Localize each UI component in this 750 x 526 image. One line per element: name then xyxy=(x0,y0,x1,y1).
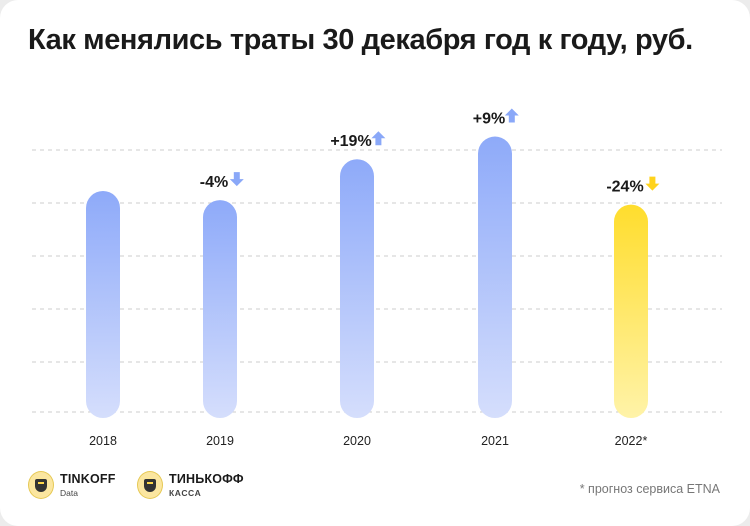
tinkoff-data-logo: TINKOFF Data xyxy=(28,471,116,499)
logo-sub: КАССА xyxy=(169,487,202,498)
bar-2019 xyxy=(203,200,237,418)
chart-title: Как менялись траты 30 декабря год к году… xyxy=(28,24,693,56)
bar-2021 xyxy=(478,136,512,419)
bar-2020 xyxy=(340,159,374,418)
x-tick-label: 2019 xyxy=(206,434,234,448)
change-label: +19% xyxy=(330,133,371,150)
x-tick-label: 2021 xyxy=(481,434,509,448)
x-tick-label: 2020 xyxy=(343,434,371,448)
change-label: -4% xyxy=(200,174,228,191)
logo-name: ТИНЬКОФФ xyxy=(169,472,244,486)
x-tick-label: 2018 xyxy=(89,434,117,448)
footnote: * прогноз сервиса ETNA xyxy=(579,482,720,496)
x-tick-label: 2022* xyxy=(615,434,648,448)
arrow-down-icon xyxy=(229,172,244,187)
logo-name: TINKOFF xyxy=(60,472,116,486)
arrow-up-icon xyxy=(504,108,519,123)
tinkoff-shield-icon xyxy=(28,471,54,499)
gridlines xyxy=(32,149,722,413)
logo-sub: Data xyxy=(60,487,78,498)
change-label: +9% xyxy=(473,111,505,128)
arrow-up-icon xyxy=(371,131,386,146)
x-axis-labels: 2018 2019 2020 2021 2022* xyxy=(89,434,647,448)
bar-2022* xyxy=(614,204,648,418)
change-labels: -4% +19% +9% -24% xyxy=(200,108,660,196)
change-label: -24% xyxy=(606,179,643,196)
tinkoff-shield-icon xyxy=(137,471,163,499)
arrow-down-icon xyxy=(645,176,660,191)
bar-2018 xyxy=(86,191,120,418)
tinkoff-kassa-logo: ТИНЬКОФФ КАССА xyxy=(137,471,244,499)
bars xyxy=(86,136,648,419)
